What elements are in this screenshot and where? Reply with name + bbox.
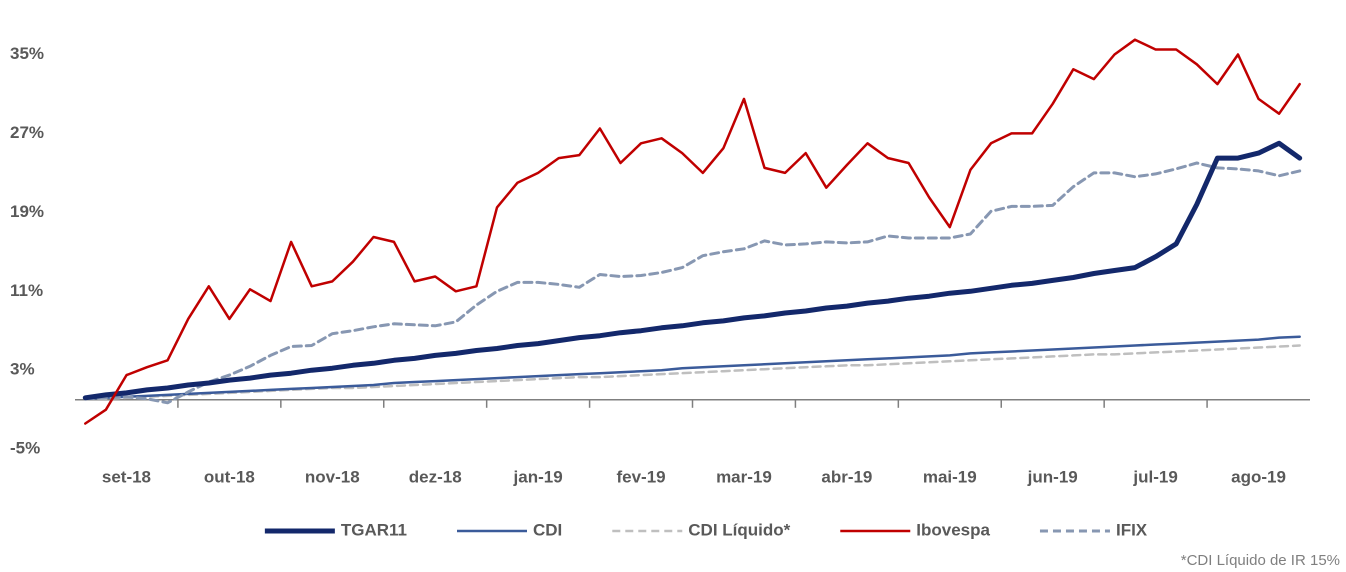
y-tick-label: 11% xyxy=(10,281,43,300)
x-tick-label: jun-19 xyxy=(1027,467,1078,486)
legend-label: CDI xyxy=(533,520,562,539)
y-tick-label: 3% xyxy=(10,360,35,379)
x-tick-label: jul-19 xyxy=(1132,467,1177,486)
y-tick-label: 35% xyxy=(10,44,44,63)
x-tick-label: mai-19 xyxy=(923,467,977,486)
legend-label: IFIX xyxy=(1116,520,1148,539)
footnote: *CDI Líquido de IR 15% xyxy=(1181,552,1340,569)
x-tick-label: abr-19 xyxy=(821,467,872,486)
y-tick-label: -5% xyxy=(10,439,40,458)
x-tick-label: out-18 xyxy=(204,467,255,486)
x-tick-label: ago-19 xyxy=(1231,467,1286,486)
legend-label: Ibovespa xyxy=(916,520,990,539)
x-tick-label: mar-19 xyxy=(716,467,772,486)
legend: TGAR11 CDI CDI Líquido* Ibovespa IFIX xyxy=(264,520,1148,539)
x-tick-label: dez-18 xyxy=(409,467,462,486)
legend-label: TGAR11 xyxy=(341,520,407,539)
series-line xyxy=(84,38,1301,425)
y-tick-label: 27% xyxy=(10,123,44,142)
y-tick-label: 19% xyxy=(10,202,44,221)
series-line xyxy=(83,161,1302,405)
series-line xyxy=(82,140,1303,401)
legend-label: CDI Líquido* xyxy=(688,520,790,539)
x-tick-label: fev-19 xyxy=(616,467,665,486)
series-line xyxy=(84,335,1301,401)
x-tick-label: jan-19 xyxy=(513,467,563,486)
x-tick-label: nov-18 xyxy=(305,467,360,486)
x-tick-label: set-18 xyxy=(102,467,151,486)
